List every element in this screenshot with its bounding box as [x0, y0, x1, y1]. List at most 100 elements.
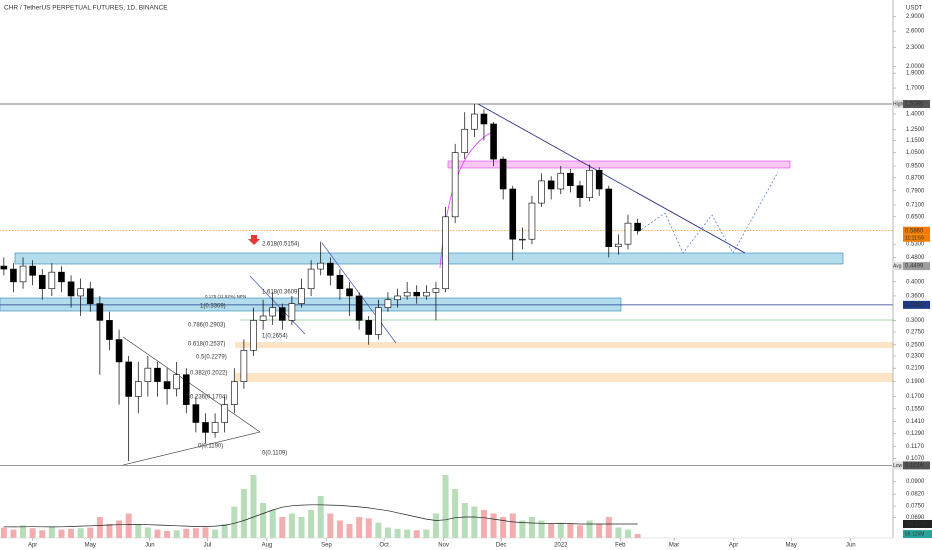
candle-body	[0, 265, 8, 270]
volume-bar	[538, 520, 545, 538]
candle-body	[144, 367, 152, 382]
volume-bar	[327, 513, 334, 538]
candle-body	[211, 422, 219, 433]
candle-body	[336, 275, 344, 290]
y-tick-label: 1.9000	[906, 71, 925, 77]
y-tick-label: 0.0750	[906, 504, 925, 510]
candle-body	[317, 262, 325, 270]
volume-bar	[260, 503, 267, 538]
candle-body	[182, 374, 190, 405]
volume-tag-label: 200.171M	[905, 521, 927, 527]
trendline	[477, 103, 746, 254]
fib-label: 0.786(0.2903)	[188, 323, 225, 329]
candle-body	[490, 123, 497, 160]
y-tick-label: 0.1700	[906, 394, 925, 400]
candle-body	[547, 180, 555, 190]
y-tick-label: 0.0820	[906, 492, 925, 498]
price-tag	[903, 100, 930, 109]
y-tick-label: 1.0500	[906, 150, 925, 156]
fib-label: 0(0.1109)	[262, 451, 287, 457]
fib-label: 0.618(0.2537)	[188, 342, 225, 348]
fib-label: 0.382(0.2022)	[190, 371, 227, 377]
y-tick-label: 1.7000	[906, 86, 925, 92]
candle-body	[115, 339, 123, 363]
candle-body	[173, 374, 180, 390]
y-tick-label: 0.7100	[906, 203, 925, 209]
candle-body	[307, 268, 315, 290]
candle-body	[576, 185, 584, 198]
x-tick-label: Apr	[729, 543, 738, 549]
volume-bar	[116, 520, 123, 538]
volume-bar	[519, 520, 526, 538]
volume-bar	[240, 489, 247, 538]
fib-label: 0.175 (11.52%) NPN	[205, 294, 246, 299]
volume-bar	[164, 531, 171, 538]
y-tick-label: 0.1070	[906, 456, 925, 462]
volume-bar	[10, 529, 17, 538]
volume-ma-line	[3, 504, 638, 528]
volume-bar	[384, 527, 391, 538]
plot-layer	[0, 103, 893, 538]
candle-body	[134, 381, 142, 397]
volume-bar	[528, 517, 535, 538]
candle-body	[230, 381, 238, 405]
volume-bar	[471, 506, 478, 538]
fib-label: 0(0.1190)	[198, 444, 223, 450]
volume-bar	[0, 527, 7, 538]
candle-body	[202, 422, 209, 433]
x-tick-label: Dec	[496, 543, 507, 549]
volume-bar	[576, 525, 583, 538]
candle-body	[298, 288, 305, 304]
y-tick-label: 0.2750	[906, 330, 925, 336]
volume-bar	[490, 513, 497, 538]
y-tick-label: 0.1410	[906, 419, 925, 425]
y-tick-label: 2.9000	[906, 14, 925, 20]
volume-bar	[77, 528, 84, 538]
y-tick-label: 0.1550	[906, 406, 925, 412]
x-tick-label: Oct	[379, 543, 389, 549]
y-tick-label: 0.6500	[906, 214, 925, 220]
price-tag-name: Avg	[893, 263, 902, 269]
price-tag	[903, 262, 930, 271]
volume-bar	[634, 534, 641, 538]
candle-body	[480, 113, 488, 125]
currency-label: USDT	[906, 6, 923, 12]
candle-body	[375, 307, 382, 335]
candle-body	[605, 188, 613, 248]
arrow-icon	[248, 235, 260, 245]
volume-bar	[58, 529, 65, 538]
triangle-line	[122, 336, 261, 433]
candle-body	[538, 180, 545, 204]
candle-body	[423, 291, 430, 297]
volume-bar	[336, 520, 343, 538]
candle-body	[519, 238, 526, 241]
candle-body	[595, 169, 603, 190]
y-tick-label: 0.4800	[906, 255, 925, 261]
fib-label: 1.618(0.3609)	[262, 290, 299, 296]
volume-bar	[288, 513, 295, 538]
x-tick-label: Feb	[615, 543, 626, 549]
fib-label: 2.618(0.5154)	[262, 242, 299, 248]
price-axis	[893, 0, 932, 550]
candle-body	[67, 281, 75, 297]
countdown-tag	[903, 234, 930, 242]
candle-body	[154, 367, 161, 382]
candle-body	[125, 361, 132, 397]
volume-bar	[125, 513, 132, 538]
volume-tag	[903, 519, 932, 528]
y-tick-label: 2.0000	[906, 64, 925, 70]
candle-body	[38, 275, 46, 290]
candle-body	[269, 307, 277, 317]
candle-body	[384, 299, 392, 308]
candle-body	[403, 291, 411, 297]
volume-bar	[135, 524, 142, 538]
volume-bar	[221, 524, 228, 538]
volume-bar	[231, 506, 238, 538]
volume-bar	[308, 510, 315, 538]
volume-bar	[68, 528, 75, 538]
price-tag-label: 0.5860	[905, 228, 924, 234]
fib-label: 1(0.3369)	[200, 304, 226, 310]
volume-bar	[279, 517, 286, 538]
candle-body	[279, 307, 286, 321]
